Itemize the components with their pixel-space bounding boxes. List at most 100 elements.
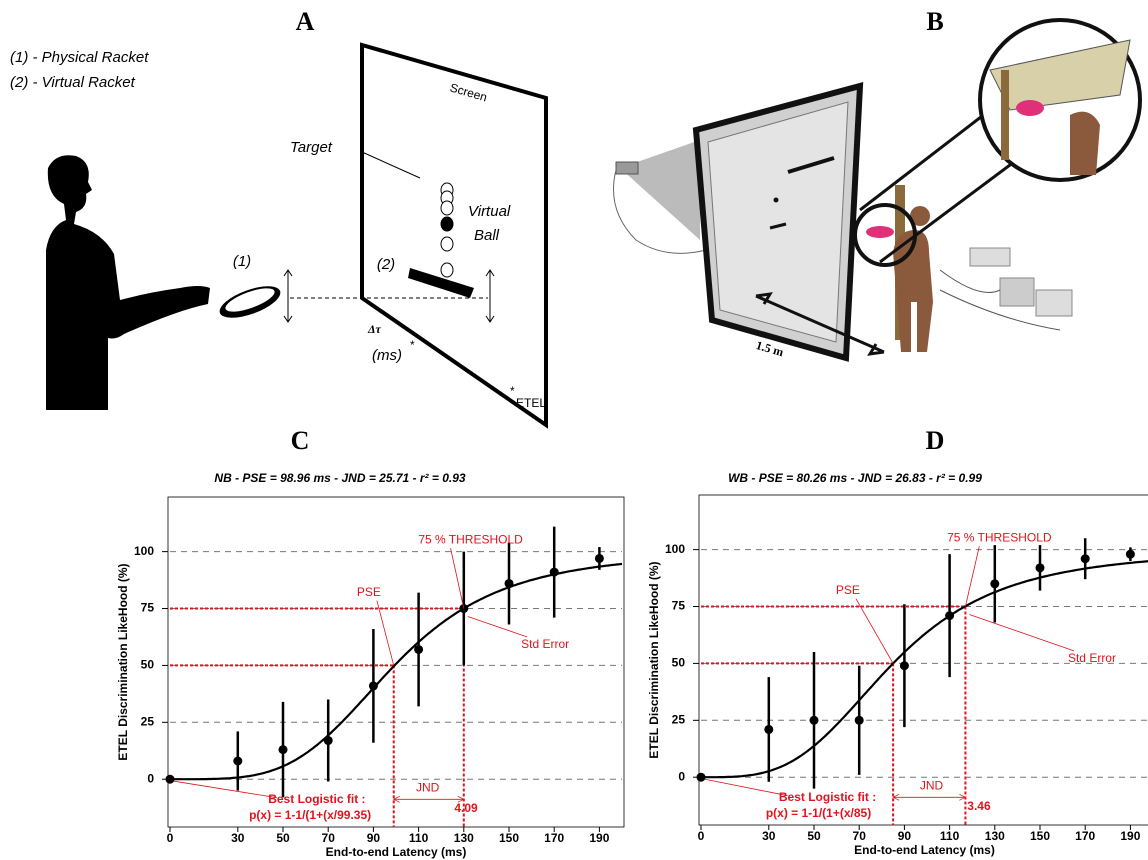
panel-label: C: [291, 426, 310, 455]
x-tick-label: 30: [762, 829, 776, 843]
data-point: [595, 554, 604, 563]
annotation: p(x) = 1-1/(1+(x/99.35): [249, 808, 371, 822]
annotation: p(x) = 1-1/(1+(x/85): [766, 806, 871, 820]
annotation: JND: [416, 780, 440, 794]
data-point: [505, 579, 514, 588]
annotation: 75 % THRESHOLD: [418, 532, 523, 546]
x-tick-label: 70: [853, 829, 867, 843]
delay-unit: (ms): [372, 347, 402, 364]
x-tick-label: 150: [499, 831, 519, 845]
x-tick-label: 190: [589, 831, 609, 845]
y-tick-label: 50: [141, 658, 155, 672]
data-point: [1036, 563, 1045, 572]
y-axis-label: ETEL Discrimination LikeHood (%): [116, 563, 130, 760]
y-tick-label: 25: [672, 712, 686, 726]
person-silhouette: [46, 155, 284, 410]
screen: [362, 45, 546, 425]
x-axis-label: End-to-end Latency (ms): [854, 843, 995, 857]
x-tick-label: 50: [807, 829, 821, 843]
annotation: Best Logistic fit :: [779, 790, 876, 804]
y-tick-label: 25: [141, 714, 155, 728]
annotation: JND: [920, 778, 944, 792]
legend-entry: (1) - Physical Racket: [10, 49, 149, 66]
ball-label: Ball: [474, 227, 500, 244]
panel-label: B: [926, 7, 943, 36]
data-point: [369, 681, 378, 690]
x-tick-label: 170: [544, 831, 564, 845]
data-point: [166, 775, 175, 784]
x-tick-label: 110: [940, 829, 960, 843]
y-tick-label: 75: [141, 601, 155, 615]
y-tick-label: 50: [672, 656, 686, 670]
racket-label: (1): [233, 253, 251, 270]
x-tick-label: 0: [698, 829, 705, 843]
annotation: PSE: [836, 583, 860, 597]
data-point: [855, 716, 864, 725]
annotation-pointer: [468, 617, 527, 637]
data-point: [1081, 554, 1090, 563]
annotation-pointer: [377, 601, 394, 666]
data-point: [324, 736, 333, 745]
annotation: Std Error: [1068, 651, 1116, 665]
target-label: Target: [290, 139, 333, 156]
projection-setup: [614, 20, 1141, 358]
data-point: [945, 611, 954, 620]
x-tick-label: 150: [1030, 829, 1050, 843]
y-tick-label: 100: [134, 544, 154, 558]
y-tick-label: 0: [147, 771, 154, 785]
x-axis-label: End-to-end Latency (ms): [326, 845, 467, 859]
jnd-arrow: [893, 794, 965, 800]
legend-entry: (2) - Virtual Racket: [10, 74, 136, 91]
x-tick-label: 30: [231, 831, 245, 845]
x-tick-label: 0: [167, 831, 174, 845]
panel-label: D: [926, 426, 945, 455]
data-point: [900, 661, 909, 670]
data-point: [414, 645, 423, 654]
x-tick-label: 110: [409, 831, 429, 845]
y-tick-label: 0: [678, 769, 685, 783]
x-tick-label: 90: [367, 831, 381, 845]
data-point: [1126, 550, 1135, 559]
chart-title: WB - PSE = 80.26 ms - JND = 26.83 - r² =…: [728, 471, 982, 485]
jnd-arrow: [394, 796, 464, 802]
annotation-pointer: [969, 615, 1074, 651]
y-axis-label: ETEL Discrimination LikeHood (%): [647, 561, 661, 758]
x-tick-label: 170: [1075, 829, 1095, 843]
x-tick-label: 190: [1120, 829, 1140, 843]
annotation: Best Logistic fit :: [268, 792, 365, 806]
panel-label: A: [296, 7, 315, 36]
x-tick-label: 50: [276, 831, 290, 845]
x-tick-label: 70: [322, 831, 336, 845]
annotation: 3.46: [967, 799, 991, 813]
racket-label: (2): [377, 256, 395, 273]
figure: A (1) - Physical Racket (2) - Virtual Ra…: [0, 0, 1148, 860]
data-point: [233, 757, 242, 766]
footnote-mark: *: [510, 384, 515, 398]
data-point: [550, 568, 559, 577]
annotation: 75 % THRESHOLD: [947, 530, 1052, 544]
annotation-pointer: [965, 546, 979, 606]
annotation: Std Error: [521, 637, 569, 651]
data-point: [990, 579, 999, 588]
delay-label: Δτ: [367, 322, 382, 336]
footnote: ETEL: [516, 396, 546, 410]
data-point: [764, 725, 773, 734]
chart-title: NB - PSE = 98.96 ms - JND = 25.71 - r² =…: [214, 471, 465, 485]
data-point: [697, 773, 706, 782]
data-point: [810, 716, 819, 725]
y-tick-label: 75: [672, 599, 686, 613]
y-tick-label: 100: [665, 542, 685, 556]
ball-label: Virtual: [468, 203, 511, 220]
annotation: PSE: [357, 585, 381, 599]
annotation-pointer: [451, 548, 464, 608]
x-tick-label: 90: [898, 829, 912, 843]
x-tick-label: 130: [454, 831, 474, 845]
annotation-pointer: [705, 779, 788, 795]
annotation-pointer: [856, 599, 893, 664]
data-point: [279, 745, 288, 754]
annotation-pointer: [174, 781, 277, 797]
page: A (1) - Physical Racket (2) - Virtual Ra…: [0, 0, 1148, 860]
x-tick-label: 130: [985, 829, 1005, 843]
annotation: 4.09: [454, 801, 478, 815]
delay-unit-mark: *: [410, 338, 415, 352]
